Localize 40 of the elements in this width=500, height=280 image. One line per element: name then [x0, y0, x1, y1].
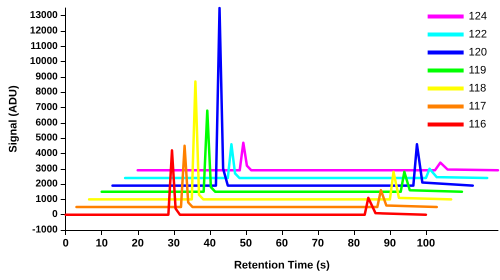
x-tick-label: 20: [132, 238, 144, 250]
x-tick-label: 80: [348, 238, 360, 250]
x-tick-label: 60: [276, 238, 288, 250]
y-tick-label: 13000: [30, 10, 58, 22]
y-axis-title: Signal (ADU): [8, 85, 20, 153]
x-tick-label: 90: [384, 238, 396, 250]
x-tick-label: 30: [168, 238, 180, 250]
legend-label: 117: [468, 100, 486, 112]
x-tick-label: 40: [204, 238, 216, 250]
line-series: [124, 143, 488, 180]
legend-label: 119: [468, 64, 486, 76]
y-tick-label: 2000: [35, 178, 58, 190]
line-series: [75, 144, 438, 208]
y-tick-label: 5000: [35, 132, 58, 144]
legend-label: 124: [468, 10, 488, 22]
legend-label: 122: [468, 28, 488, 40]
line-series: [64, 149, 428, 216]
line-series: [88, 80, 452, 201]
x-tick-label: 70: [312, 238, 324, 250]
legend-label: 120: [468, 46, 488, 58]
y-tick-label: 7000: [35, 102, 58, 114]
x-tick-label: 0: [62, 238, 69, 250]
y-tick-label: 4000: [35, 148, 58, 159]
legend-label: 118: [468, 82, 486, 94]
x-tick-label: 10: [96, 238, 108, 250]
y-tick-label: 3000: [35, 163, 58, 174]
y-tick-label: 8000: [35, 86, 58, 98]
y-tick-label: 12000: [30, 25, 58, 36]
y-tick-label: 10000: [30, 56, 58, 68]
line-series: [100, 109, 464, 193]
legend-label: 116: [468, 118, 486, 130]
y-tick-label: 0: [52, 209, 58, 220]
x-tick-label: 100: [416, 238, 436, 250]
x-axis-title: Retention Time (s): [234, 260, 330, 272]
y-tick-label: -1000: [32, 224, 58, 236]
y-tick-label: 6000: [35, 117, 58, 128]
y-tick-label: 11000: [30, 40, 58, 52]
x-tick-label: 50: [240, 238, 252, 250]
y-tick-label: 9000: [35, 71, 58, 82]
y-tick-label: 1000: [35, 194, 58, 205]
